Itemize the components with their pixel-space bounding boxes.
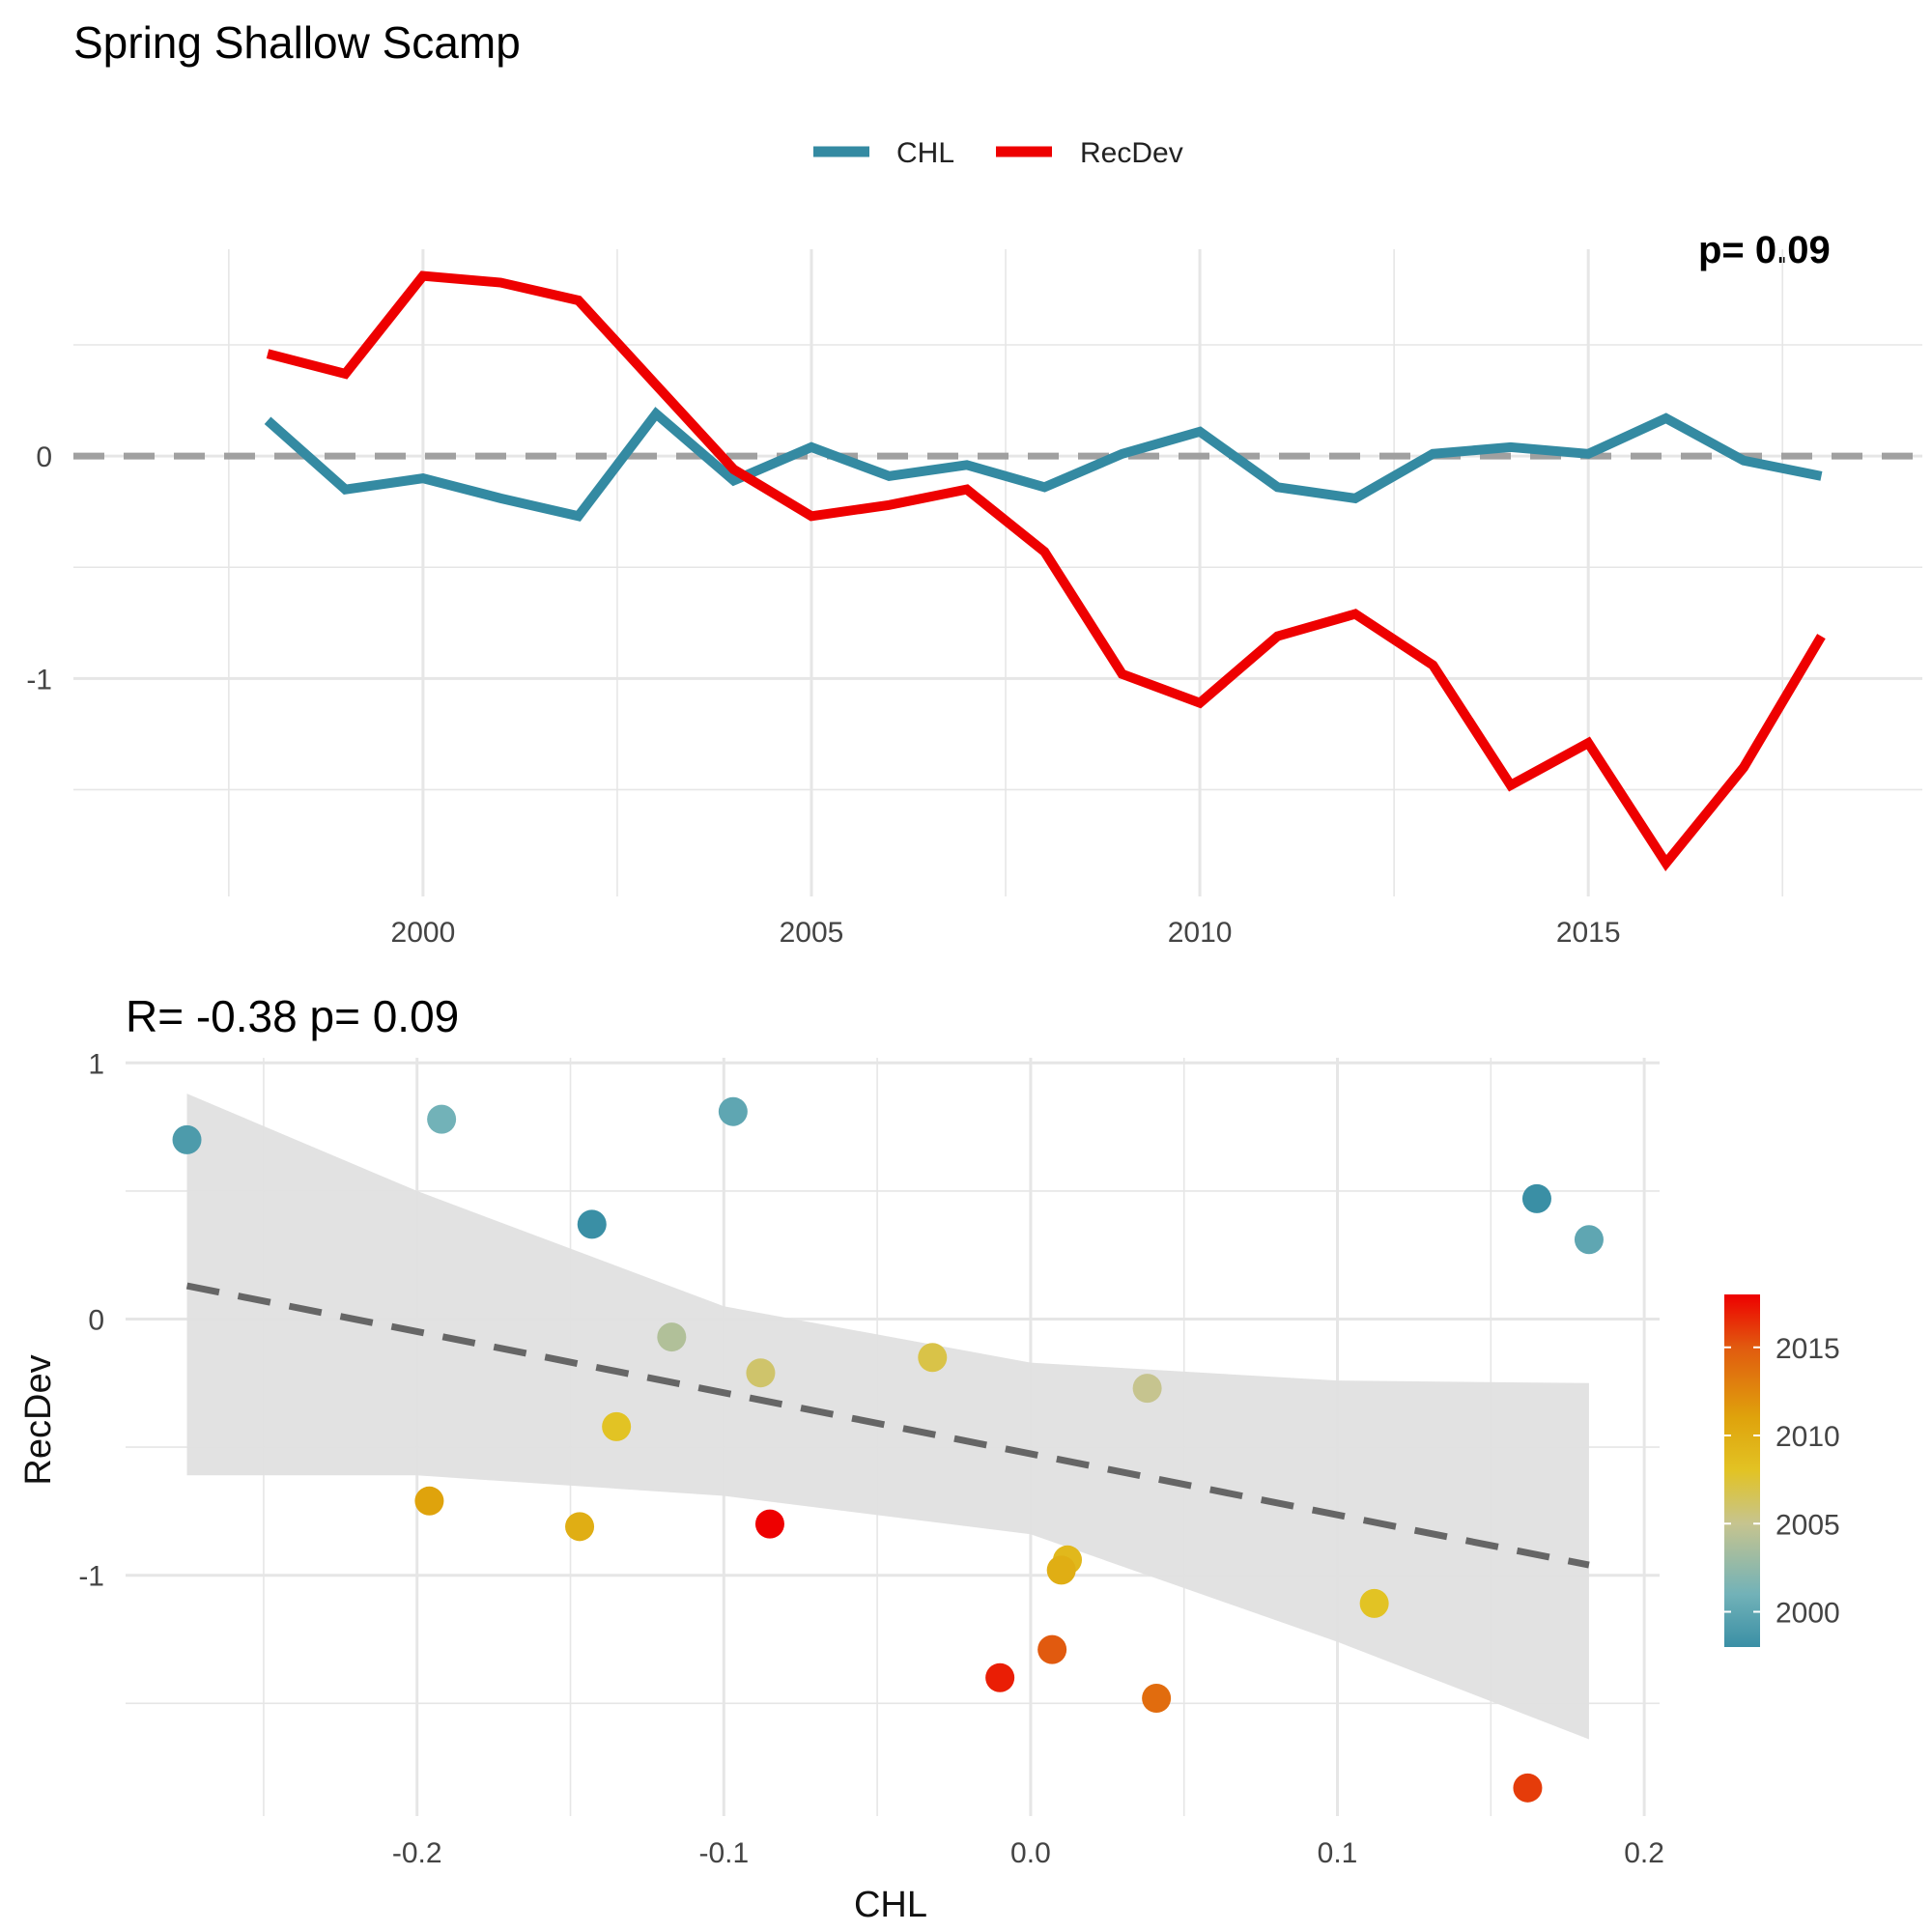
top-y-tick-label: -1 xyxy=(26,664,52,696)
legend-recdev-label: RecDev xyxy=(1080,137,1183,169)
top-x-tick-label: 2010 xyxy=(1168,917,1233,949)
scatter-point xyxy=(1513,1773,1543,1803)
scatter-point xyxy=(414,1486,444,1516)
scatter-point xyxy=(985,1662,1015,1692)
scatter-point xyxy=(565,1512,595,1542)
scatter-point xyxy=(918,1343,948,1373)
scatter-point xyxy=(754,1509,784,1539)
scatter-point xyxy=(427,1104,457,1134)
colorbar-ticks: 2015 2010 2005 2000 xyxy=(1724,1333,1840,1630)
colorbar-tick-label: 2015 xyxy=(1776,1333,1840,1365)
scatter-point xyxy=(1046,1555,1076,1585)
chart-title: Spring Shallow Scamp xyxy=(73,17,521,68)
scatter-point xyxy=(718,1096,748,1126)
confidence-band xyxy=(186,1094,1589,1740)
top-annotation: p= 0.09 xyxy=(1698,229,1831,271)
series-line-chl xyxy=(264,407,1823,522)
colorbar-tick-label: 2010 xyxy=(1776,1421,1840,1453)
top-ticks: 2000 2005 2010 2015 0 -1 xyxy=(26,441,1620,949)
scatter-panel: -0.2 -0.1 0.0 0.1 0.2 1 0 -1 xyxy=(78,1048,1664,1869)
scatter-y-tick-label: 1 xyxy=(88,1048,104,1080)
scatter-x-tick-label: 0.2 xyxy=(1624,1837,1664,1869)
y-axis-title: RecDev xyxy=(18,1354,59,1485)
colorbar-gradient xyxy=(1724,1294,1760,1647)
scatter-point xyxy=(172,1124,202,1154)
regression-fit-line xyxy=(185,1282,1590,1569)
scatter-point xyxy=(602,1411,632,1441)
scatter-y-tick-label: -1 xyxy=(78,1561,104,1593)
scatter-x-tick-label: 0.0 xyxy=(1010,1837,1051,1869)
top-x-tick-label: 2015 xyxy=(1556,917,1621,949)
x-axis-title: CHL xyxy=(854,1885,927,1925)
scatter-x-tick-label: -0.2 xyxy=(392,1837,442,1869)
top-x-tick-label: 2005 xyxy=(780,917,844,949)
scatter-point xyxy=(1132,1374,1162,1404)
colorbar-tick-label: 2000 xyxy=(1776,1598,1840,1630)
scatter-point xyxy=(1574,1225,1604,1255)
scatter-subtitle: R= -0.38 p= 0.09 xyxy=(126,991,459,1041)
scatter-x-tick-label: 0.1 xyxy=(1318,1837,1358,1869)
legend-chl-label: CHL xyxy=(896,137,954,169)
legend: CHL RecDev xyxy=(813,137,1183,169)
scatter-point xyxy=(1359,1588,1389,1618)
top-x-tick-label: 2000 xyxy=(391,917,456,949)
colorbar: 2015 2010 2005 2000 xyxy=(1724,1294,1840,1647)
top-grid xyxy=(73,249,1922,896)
scatter-point xyxy=(657,1322,687,1352)
scatter-y-tick-label: 0 xyxy=(88,1305,104,1337)
scatter-point xyxy=(746,1358,776,1388)
scatter-point xyxy=(1142,1684,1172,1714)
time-series-panel: p= 0.09 2000 2005 2010 2015 0 -1 xyxy=(26,229,1922,949)
top-y-tick-label: 0 xyxy=(36,441,52,473)
colorbar-tick-label: 2005 xyxy=(1776,1509,1840,1541)
scatter-x-tick-label: -0.1 xyxy=(698,1837,749,1869)
series-line-recdev xyxy=(266,270,1826,871)
top-marks xyxy=(73,270,1922,871)
scatter-point xyxy=(1037,1634,1067,1664)
scatter-marks xyxy=(172,1094,1604,1803)
scatter-point xyxy=(577,1209,607,1239)
scatter-ticks: -0.2 -0.1 0.0 0.1 0.2 1 0 -1 xyxy=(78,1048,1664,1869)
scatter-point xyxy=(1521,1183,1551,1213)
